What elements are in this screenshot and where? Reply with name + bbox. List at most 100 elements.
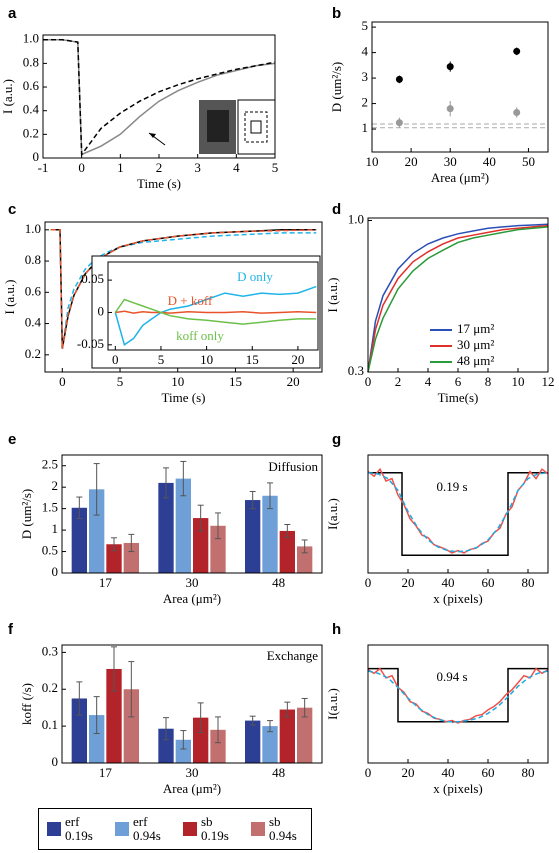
- x-tick-label: 0: [365, 765, 372, 780]
- bar: [262, 726, 278, 763]
- bar: [175, 739, 191, 763]
- panel-label: g: [332, 431, 341, 448]
- bar: [158, 728, 174, 763]
- bar: [262, 495, 278, 573]
- y-tick-label: 0.8: [23, 54, 39, 69]
- x-tick-label: 10: [512, 374, 525, 389]
- series-label: D + koff: [168, 293, 213, 308]
- x-tick-label: 5: [117, 374, 124, 389]
- legend-label: sb 0.19s: [201, 814, 229, 843]
- y-tick-label: 0.2: [25, 346, 41, 361]
- y-tick-label: 1: [362, 120, 369, 135]
- y-tick-label: 4: [362, 44, 369, 59]
- x-tick-label: 10: [366, 154, 379, 169]
- bar: [210, 729, 226, 763]
- y-tick-label: 0.2: [42, 680, 58, 695]
- line: [50, 229, 317, 349]
- panel-label: b: [332, 5, 341, 22]
- arrow-head: [149, 133, 156, 138]
- x-tick-label: 2: [156, 160, 163, 175]
- y-axis-label: I (a.u.): [325, 277, 340, 312]
- y-tick-label: 1.0: [25, 221, 41, 236]
- panel-label: h: [332, 621, 341, 638]
- y-tick-label: 0.4: [25, 315, 42, 330]
- y-axis-label: I (a.u.): [2, 279, 17, 314]
- x-tick-label: -1: [38, 160, 49, 175]
- x-tick-label: 10: [171, 374, 184, 389]
- x-tick-label: 0: [365, 374, 372, 389]
- bar: [245, 500, 261, 573]
- x-tick-label: 20: [402, 765, 415, 780]
- x-tick-label: 1: [117, 160, 124, 175]
- x-axis-label: Area (μm²): [163, 591, 221, 606]
- x-tick-label: 20: [287, 374, 300, 389]
- axes-frame: [42, 34, 276, 159]
- legend-swatch: [47, 822, 61, 836]
- x-tick-label: 20: [405, 154, 418, 169]
- x-axis-label: Area (μm²): [431, 170, 489, 185]
- point: [446, 105, 454, 113]
- x-tick-label: 2: [395, 374, 402, 389]
- line: [50, 229, 317, 349]
- axes-frame: [367, 644, 549, 764]
- y-tick-label: 0.3: [42, 643, 58, 658]
- bar: [89, 715, 105, 763]
- line: [367, 471, 549, 553]
- y-axis-label: D (um²/s): [329, 62, 344, 112]
- bar: [106, 668, 122, 763]
- line: [367, 670, 549, 723]
- y-tick-label: 0: [33, 149, 40, 164]
- bar: [175, 478, 191, 573]
- x-axis-label: x (pixels): [433, 781, 482, 796]
- series-label: koff only: [176, 328, 224, 343]
- bar: [89, 489, 105, 573]
- point: [513, 47, 521, 55]
- axes-frame: [61, 454, 323, 574]
- x-tick-label: 20: [291, 352, 304, 367]
- y-tick-label: -0.05: [77, 336, 104, 351]
- bar: [297, 546, 313, 573]
- bar: [71, 507, 87, 573]
- bar: [210, 525, 226, 573]
- y-tick-label: 0: [98, 303, 105, 318]
- y-tick-label: 0.2: [23, 125, 39, 140]
- point: [395, 119, 403, 127]
- legend-item: sb 0.94s: [251, 815, 303, 843]
- x-tick-label: 20: [402, 575, 415, 590]
- y-tick-label: 2: [52, 478, 59, 493]
- bar: [193, 717, 209, 763]
- line: [367, 223, 549, 373]
- x-tick-label: 40: [442, 765, 455, 780]
- bar: [71, 698, 87, 763]
- y-tick-label: 1.0: [348, 211, 364, 226]
- legend-label: 17 μm²: [457, 321, 494, 336]
- x-tick-label: 40: [483, 154, 496, 169]
- axes-frame: [367, 454, 549, 574]
- inset-dashed-box: [244, 111, 268, 143]
- y-axis-label: D (um²/s): [19, 489, 34, 539]
- y-tick-label: 3: [362, 69, 369, 84]
- y-tick-label: 0.3: [348, 363, 364, 378]
- x-tick-label: 12: [542, 374, 555, 389]
- x-axis-label: Time (s): [162, 390, 206, 405]
- y-tick-label: 2: [362, 95, 369, 110]
- x-tick-label: 6: [455, 374, 462, 389]
- x-tick-label: 0: [59, 374, 66, 389]
- y-axis-label: koff (/s): [19, 683, 34, 725]
- x-tick-label: 0: [365, 575, 372, 590]
- x-tick-label: 8: [485, 374, 492, 389]
- x-tick-label: 80: [522, 765, 535, 780]
- x-tick-label: 30: [186, 575, 199, 590]
- x-tick-label: 10: [200, 352, 213, 367]
- point: [446, 63, 454, 71]
- legend-item: sb 0.19s: [183, 815, 235, 843]
- y-tick-label: 5: [362, 18, 369, 33]
- x-tick-label: 0: [112, 352, 119, 367]
- bar: [193, 518, 209, 573]
- axes-frame: [44, 221, 323, 373]
- legend-swatch: [251, 822, 265, 836]
- bar: [297, 707, 313, 763]
- annotation: Exchange: [267, 648, 318, 663]
- line: [115, 310, 317, 314]
- x-tick-label: 4: [233, 160, 240, 175]
